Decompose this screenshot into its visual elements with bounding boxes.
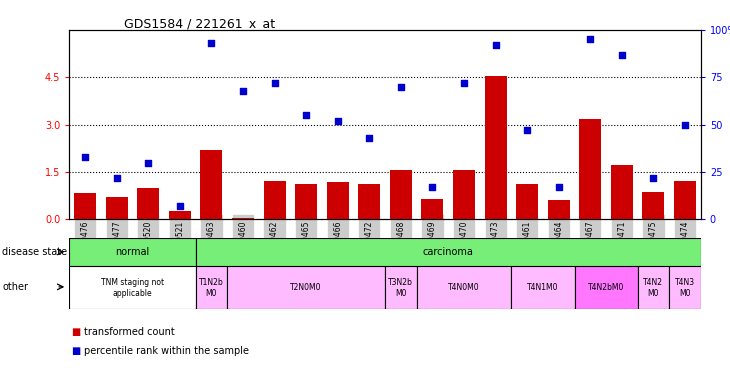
Bar	[575, 266, 638, 309]
Bar	[385, 266, 417, 309]
Bar	[326, 182, 349, 219]
Bar	[669, 266, 701, 309]
Bar	[196, 238, 701, 266]
Point	[553, 184, 564, 190]
Point	[174, 203, 185, 209]
Bar	[200, 150, 223, 219]
Bar	[227, 266, 385, 309]
Bar	[232, 218, 254, 219]
Bar	[674, 181, 696, 219]
Text: T4N3
M0: T4N3 M0	[675, 278, 695, 297]
Text: carcinoma: carcinoma	[423, 247, 474, 257]
Bar	[264, 181, 285, 219]
Bar	[485, 76, 507, 219]
Point	[490, 42, 502, 48]
Bar	[390, 171, 412, 219]
Text: T4N2bM0: T4N2bM0	[588, 284, 624, 292]
Text: T4N0M0: T4N0M0	[448, 284, 480, 292]
Text: TNM staging not
applicable: TNM staging not applicable	[101, 278, 164, 297]
Bar	[548, 200, 570, 219]
Text: T2N0M0: T2N0M0	[291, 284, 322, 292]
Bar	[421, 199, 444, 219]
Point	[679, 122, 691, 128]
Point	[206, 40, 218, 46]
Point	[458, 80, 470, 86]
Text: T3N2b
M0: T3N2b M0	[388, 278, 413, 297]
Bar	[417, 266, 511, 309]
Point	[395, 84, 407, 90]
Bar	[358, 184, 380, 219]
Bar	[74, 192, 96, 219]
Bar	[295, 184, 318, 219]
Bar	[638, 266, 669, 309]
Point	[142, 160, 154, 166]
Text: GDS1584 / 221261_x_at: GDS1584 / 221261_x_at	[124, 17, 275, 30]
Bar	[137, 188, 159, 219]
Point	[111, 175, 123, 181]
Point	[648, 175, 659, 181]
Text: T4N1M0: T4N1M0	[527, 284, 558, 292]
Bar	[516, 184, 538, 219]
Point	[237, 88, 249, 94]
Point	[616, 52, 628, 58]
Point	[332, 118, 344, 124]
Point	[426, 184, 438, 190]
Text: ■: ■	[71, 346, 80, 355]
Bar	[196, 266, 227, 309]
Bar	[169, 210, 191, 219]
Bar	[511, 266, 575, 309]
Point	[300, 112, 312, 118]
Text: normal: normal	[115, 247, 150, 257]
Bar	[642, 192, 664, 219]
Text: ■: ■	[71, 327, 80, 337]
Text: T4N2
M0: T4N2 M0	[643, 278, 664, 297]
Text: other: other	[2, 282, 28, 292]
Text: transformed count: transformed count	[84, 327, 174, 337]
Text: T1N2b
M0: T1N2b M0	[199, 278, 224, 297]
Bar	[69, 266, 196, 309]
Bar	[579, 119, 602, 219]
Text: disease state: disease state	[2, 247, 67, 257]
Text: percentile rank within the sample: percentile rank within the sample	[84, 346, 249, 355]
Bar	[106, 197, 128, 219]
Point	[521, 128, 533, 134]
Point	[80, 154, 91, 160]
Point	[269, 80, 280, 86]
Point	[364, 135, 375, 141]
Bar	[69, 238, 196, 266]
Bar	[453, 171, 475, 219]
Bar	[611, 165, 633, 219]
Point	[585, 36, 596, 42]
